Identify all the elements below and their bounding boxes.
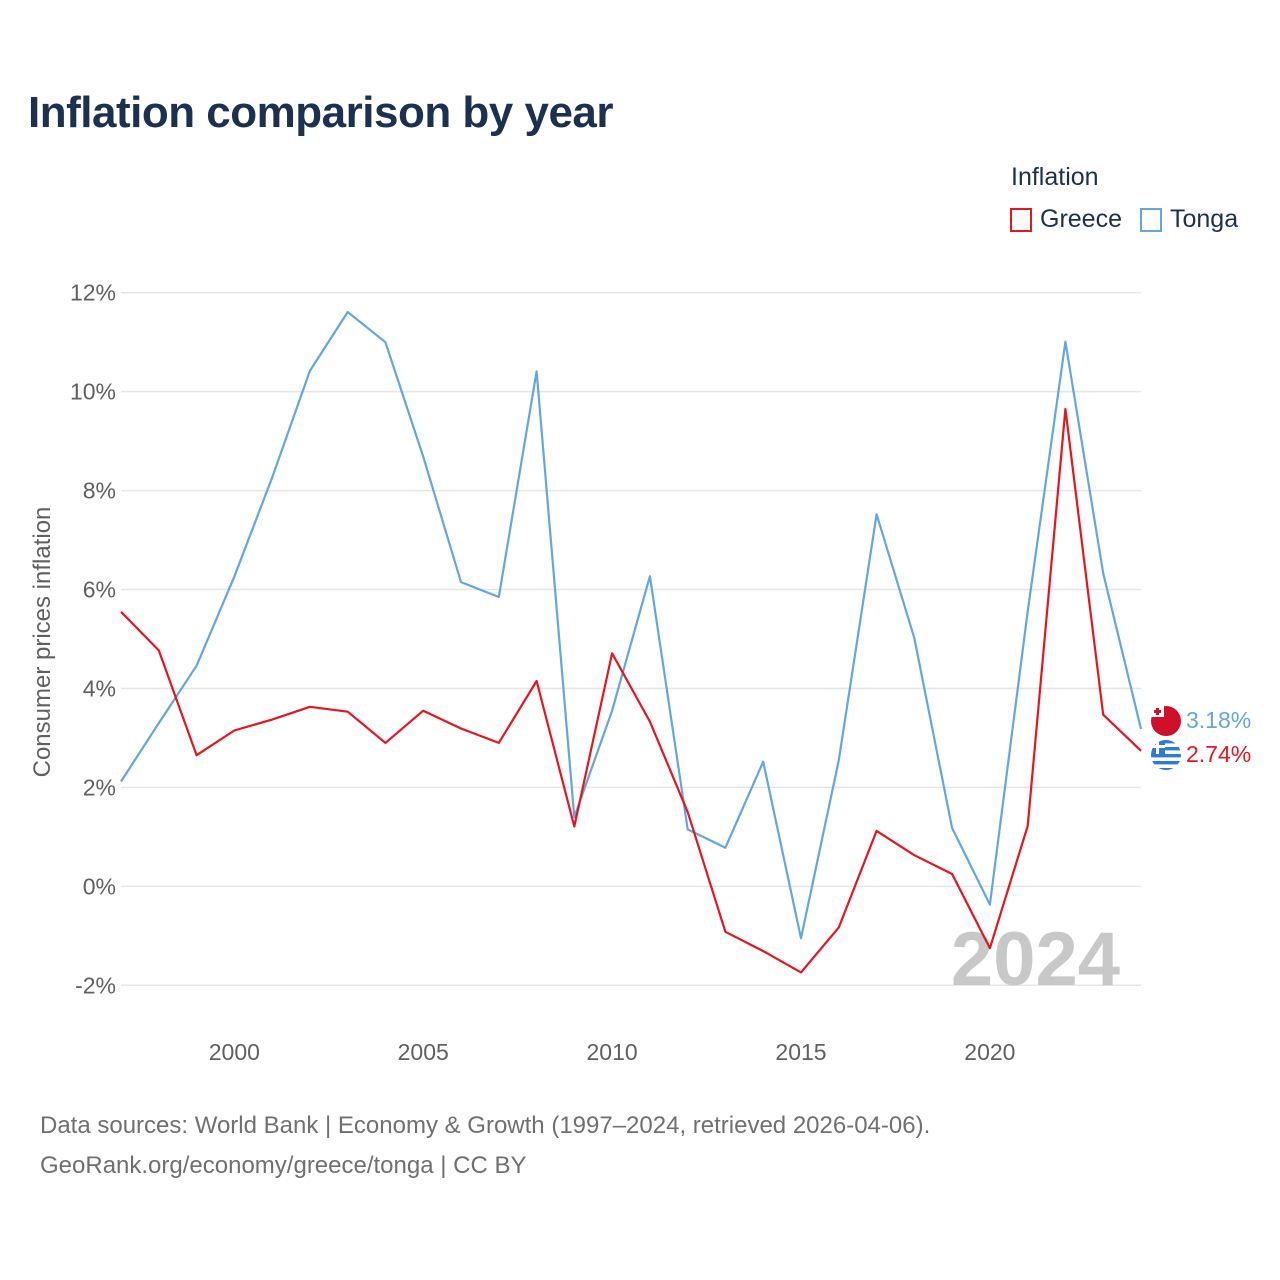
y-axis-ticks: -2% 0% 2% 4% 6% 8% 10% 12% <box>70 280 116 999</box>
year-watermark: 2024 <box>951 917 1120 1002</box>
y-tick-label: 4% <box>83 675 116 701</box>
source-line-2[interactable]: GeoRank.org/economy/greece/tonga | CC BY <box>40 1152 527 1179</box>
grid-lines <box>121 291 1141 987</box>
y-tick-label: 2% <box>83 774 116 800</box>
y-axis-label: Consumer prices inflation <box>29 507 56 778</box>
series-lines <box>120 310 1143 974</box>
x-tick-label: 2020 <box>964 1039 1015 1065</box>
end-label-tonga: 3.18% <box>1186 707 1251 733</box>
y-tick-label: 6% <box>83 577 116 603</box>
page-title: Inflation comparison by year <box>28 88 614 137</box>
y-tick-label: 8% <box>83 478 116 504</box>
y-tick-label: 0% <box>83 873 116 899</box>
source-note: Data sources: World Bank | Economy & Gro… <box>40 1106 930 1186</box>
y-tick-label: -2% <box>75 972 116 998</box>
legend-swatch-greece <box>1010 207 1032 232</box>
greece-flag-icon <box>1151 740 1181 770</box>
x-tick-label: 2010 <box>587 1039 638 1065</box>
y-tick-label: 10% <box>70 379 116 405</box>
legend-swatch-tonga <box>1139 207 1162 232</box>
x-tick-label: 2000 <box>209 1039 260 1065</box>
end-label-greece: 2.74% <box>1186 741 1251 767</box>
series-line-tonga[interactable] <box>120 310 1143 940</box>
y-tick-label: 12% <box>70 280 116 306</box>
tonga-flag-icon <box>1151 706 1181 736</box>
legend-item-tonga[interactable]: Tonga <box>1139 205 1239 234</box>
legend-item-greece[interactable]: Greece <box>1010 205 1122 234</box>
end-markers <box>1151 706 1181 770</box>
legend-label-tonga: Tonga <box>1169 205 1239 233</box>
x-tick-label: 2005 <box>398 1039 449 1065</box>
legend-title: Inflation <box>1011 163 1099 191</box>
legend: Greece Tonga <box>1010 205 1256 234</box>
line-chart: -2% 0% 2% 4% 6% 8% 10% 12% 2000 2005 2010 2015 2020… <box>29 280 1251 1065</box>
series-line-greece[interactable] <box>120 407 1142 974</box>
legend-label-greece: Greece <box>1040 205 1122 233</box>
x-axis-ticks: 2000 2005 2010 2015 2020 <box>209 1039 1016 1065</box>
x-tick-label: 2015 <box>775 1039 826 1065</box>
source-line-1: Data sources: World Bank | Economy & Gro… <box>40 1112 931 1139</box>
